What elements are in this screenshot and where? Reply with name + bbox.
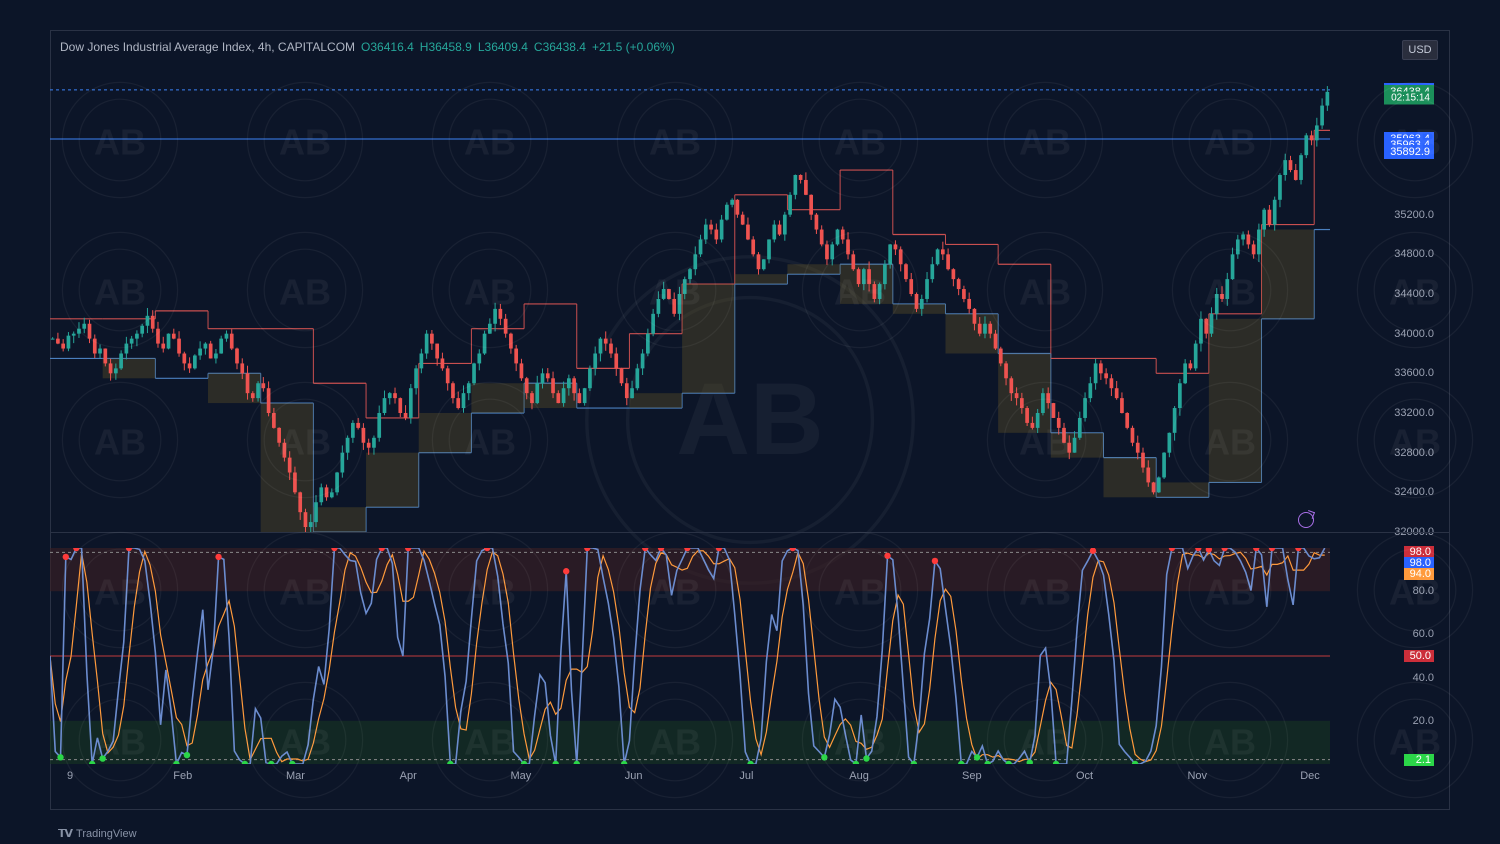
month-tick: Sep: [962, 770, 982, 782]
ytick: 32800.0: [1394, 447, 1434, 459]
ytick: 32400.0: [1394, 486, 1434, 498]
month-tick: May: [511, 770, 532, 782]
osc-pill: 2.1: [1404, 754, 1434, 766]
ytick: 33600.0: [1394, 367, 1434, 379]
month-tick: Aug: [849, 770, 869, 782]
osc-pill: 94.0: [1404, 568, 1434, 580]
osc-pill: 50.0: [1404, 650, 1434, 662]
pane-separator[interactable]: [50, 532, 1450, 533]
oscillator-chart[interactable]: [50, 548, 1330, 764]
ytick: 33200.0: [1394, 407, 1434, 419]
price-pill: 35892.9: [1384, 145, 1434, 159]
ytick: 35200.0: [1394, 209, 1434, 221]
month-tick: Mar: [286, 770, 305, 782]
month-tick: Dec: [1300, 770, 1320, 782]
osc-ytick: 80.0: [1413, 585, 1434, 597]
month-tick: Jun: [625, 770, 643, 782]
month-tick: Nov: [1187, 770, 1207, 782]
ytick: 34400.0: [1394, 288, 1434, 300]
time-xaxis[interactable]: 9 Feb Mar Apr May Jun Jul Aug Sep Oct Nov Dec: [50, 770, 1330, 790]
oscillator-yaxis[interactable]: 20.040.060.080.098.098.094.050.02.1: [1330, 548, 1450, 764]
ytick: 34000.0: [1394, 328, 1434, 340]
symbol-name: Dow Jones Industrial Average Index, 4h, …: [60, 40, 355, 54]
tv-logo-icon: 𝗧𝗩: [58, 827, 72, 840]
currency-button[interactable]: USD: [1402, 40, 1438, 60]
indicator-settings-icon[interactable]: [1298, 512, 1314, 528]
price-pill: 02:15:14: [1384, 91, 1434, 104]
price-yaxis[interactable]: 32000.032400.032800.033200.033600.034000…: [1330, 56, 1450, 532]
month-tick: Oct: [1076, 770, 1093, 782]
osc-ytick: 20.0: [1413, 715, 1434, 727]
month-tick: Feb: [173, 770, 192, 782]
month-tick: 9: [67, 770, 73, 782]
month-tick: Apr: [400, 770, 417, 782]
price-chart[interactable]: [50, 56, 1330, 532]
ohlc-header: Dow Jones Industrial Average Index, 4h, …: [60, 40, 675, 54]
osc-ytick: 40.0: [1413, 672, 1434, 684]
footer-brand: 𝗧𝗩 TradingView: [58, 827, 137, 840]
ytick: 34800.0: [1394, 248, 1434, 260]
month-tick: Jul: [739, 770, 753, 782]
osc-ytick: 60.0: [1413, 628, 1434, 640]
